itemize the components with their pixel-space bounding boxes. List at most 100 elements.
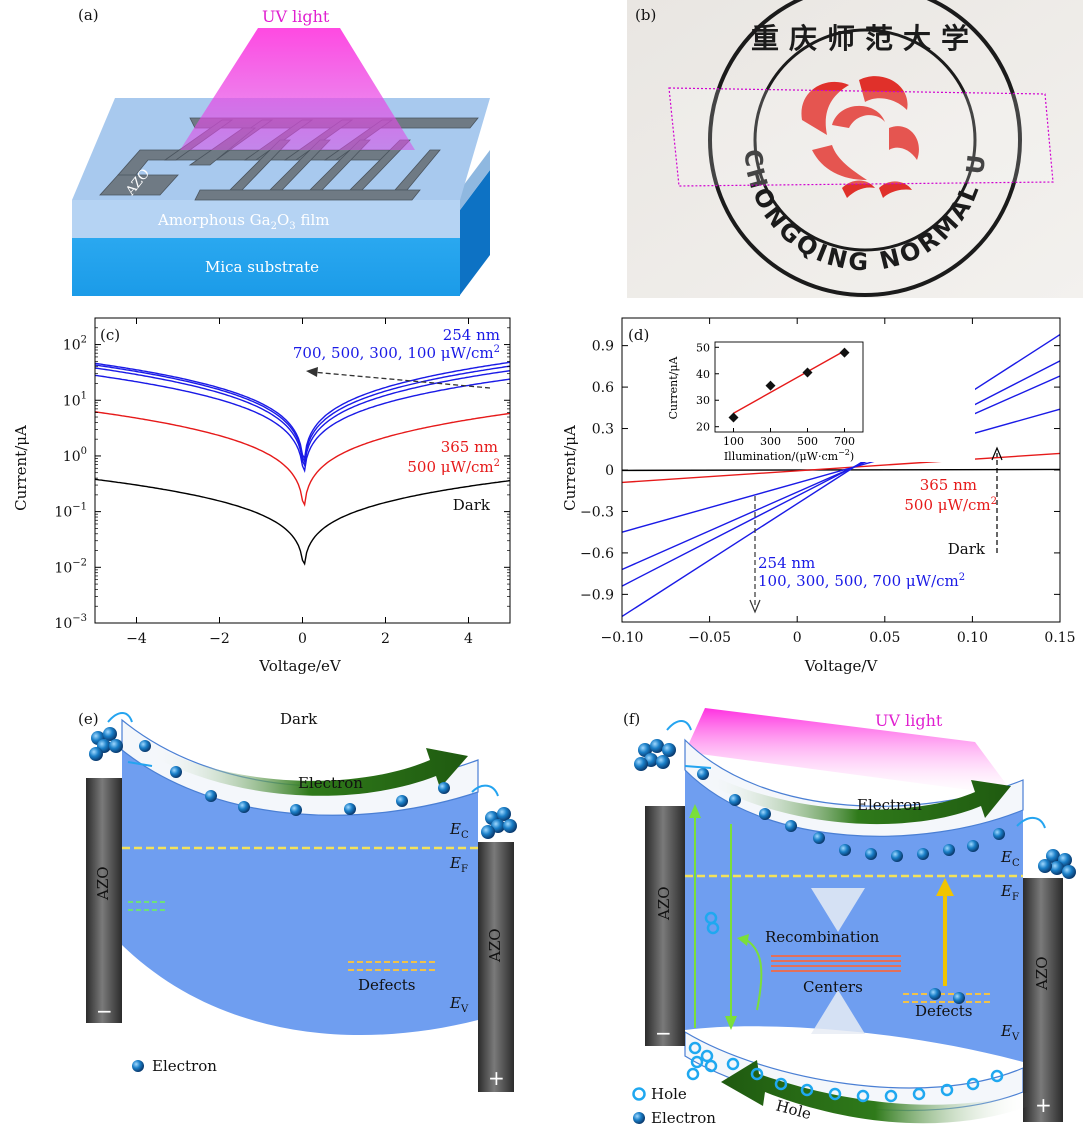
d-ticks: −0.10 −0.05 0 0.05 0.10 0.15 −0.9 −0.6 −0.3 0 0.3 0… (580, 318, 1076, 646)
hole (966, 1077, 980, 1091)
electron (89, 747, 103, 761)
d-inset-y-tick-label: 50 (696, 341, 710, 354)
injection-arrow-right (1016, 817, 1046, 829)
electron (993, 828, 1005, 840)
electron (1050, 861, 1064, 875)
d-inset-x-label: Illumination/(μW·cm−2) (724, 448, 854, 463)
panel-e-title: Dark (280, 710, 318, 728)
electron (396, 795, 408, 807)
electron (865, 848, 877, 860)
c-x-axis-label: Voltage/eV (258, 657, 342, 675)
panel-c: −4 −2 0 2 4 10−3 10−2 10−1 100 101 102 (c) 254 nm … (0, 308, 540, 678)
logo-inner-ring (753, 28, 977, 252)
recombination-label: Recombination (765, 928, 880, 946)
electron (943, 844, 955, 856)
c-y-axis-label: Current/μA (12, 425, 30, 511)
mica-side (460, 170, 490, 295)
electron (481, 825, 495, 839)
logo-outer-ring (708, 0, 1022, 297)
d-inset-y-tick-label: 20 (696, 421, 710, 434)
electron (1046, 849, 1060, 863)
legend-electron-icon (633, 1112, 645, 1124)
d-inset-point (802, 367, 813, 378)
green-levels (128, 901, 168, 911)
d-inset-y-label: Current/μA (667, 356, 680, 420)
c-x-tick-label: 2 (381, 631, 390, 647)
panel-a-label: (a) (78, 6, 99, 24)
left-azo-label: AZO (655, 886, 673, 921)
ev-label: EV (449, 994, 469, 1015)
c-x-tick-label: 0 (298, 631, 307, 647)
d-series-line-2 (621, 408, 1061, 533)
c-arrow (306, 367, 491, 389)
c-y-tick-label: 101 (63, 390, 87, 409)
panel-f-label: (f) (623, 710, 640, 728)
c-red-annotation-1: 365 nm (441, 438, 498, 456)
device-outline (668, 87, 1054, 187)
logo-chinese-text: 重庆师范大学 (751, 22, 979, 55)
d-inset-x-tick-label: 700 (834, 435, 855, 448)
d-inset-marks: 100 300 500 700 20 30 40 50 (696, 341, 855, 448)
d-inset-point (765, 380, 776, 391)
electron (967, 840, 979, 852)
d-series-line-1 (621, 452, 1061, 484)
electron (103, 727, 117, 741)
ec-label: EC (1000, 848, 1020, 869)
ev-label: EV (1000, 1022, 1020, 1043)
electron (729, 794, 741, 806)
centers-label: Centers (803, 978, 863, 996)
legend-hole-label: Hole (651, 1085, 687, 1103)
electron (662, 743, 676, 757)
defects-label: Defects (358, 976, 415, 994)
electron (1062, 865, 1076, 879)
left-minus-sign: − (655, 1021, 672, 1045)
c-series-line-2 (94, 374, 511, 474)
d-y-tick-label: −0.9 (580, 587, 614, 603)
d-x-tick-label: −0.10 (601, 630, 644, 646)
c-x-tick-label: −2 (209, 631, 230, 647)
hole (750, 1067, 764, 1081)
d-inset-fit-line (733, 350, 845, 414)
d-series-line-4 (621, 360, 1061, 587)
d-inset-point (728, 412, 739, 423)
legend-electron-label: Electron (152, 1057, 217, 1075)
bottom-converging-arrow (811, 990, 865, 1034)
electron (839, 844, 851, 856)
c-x-tick-label: −4 (126, 631, 147, 647)
electron-flow-arrow (150, 745, 468, 796)
d-red-annotation-1: 365 nm (920, 476, 977, 494)
left-azo-contact (645, 806, 685, 1046)
film-label: Amorphous Ga2O3 film (157, 211, 329, 232)
d-y-tick-label: 0 (605, 463, 614, 479)
electron (109, 739, 123, 753)
d-x-tick-label: 0.10 (957, 630, 988, 646)
d-x-tick-label: 0.05 (869, 630, 900, 646)
electron (785, 820, 797, 832)
defect-levels (903, 993, 993, 1003)
ec-label: EC (449, 820, 469, 841)
d-panel-label: (d) (628, 326, 649, 344)
d-red-annotation-2: 500 μW/cm2 (904, 496, 997, 514)
c-series-line-0 (94, 478, 511, 566)
legend-electron-label: Electron (651, 1109, 716, 1127)
right-azo-contact (478, 842, 514, 1092)
right-azo-label: AZO (486, 928, 504, 963)
d-x-axis-label: Voltage/V (804, 657, 879, 675)
d-y-tick-label: 0.3 (592, 422, 614, 438)
d-series-line-0 (621, 468, 1061, 472)
hole (706, 921, 720, 935)
c-y-tick-label: 10−3 (54, 613, 87, 632)
right-azo-contact (1023, 878, 1063, 1122)
substrate-label: Mica substrate (205, 258, 319, 276)
top-converging-arrow (811, 888, 865, 932)
c-dark-annotation: Dark (453, 496, 491, 514)
hole (884, 1089, 898, 1103)
film-front (72, 200, 460, 238)
hole (940, 1083, 954, 1097)
c-series-line-5 (94, 361, 511, 461)
right-plus-sign: + (1035, 1093, 1052, 1117)
d-x-tick-label: 0 (793, 630, 802, 646)
d-inset-point (839, 347, 850, 358)
d-plot-frame (621, 317, 1061, 623)
